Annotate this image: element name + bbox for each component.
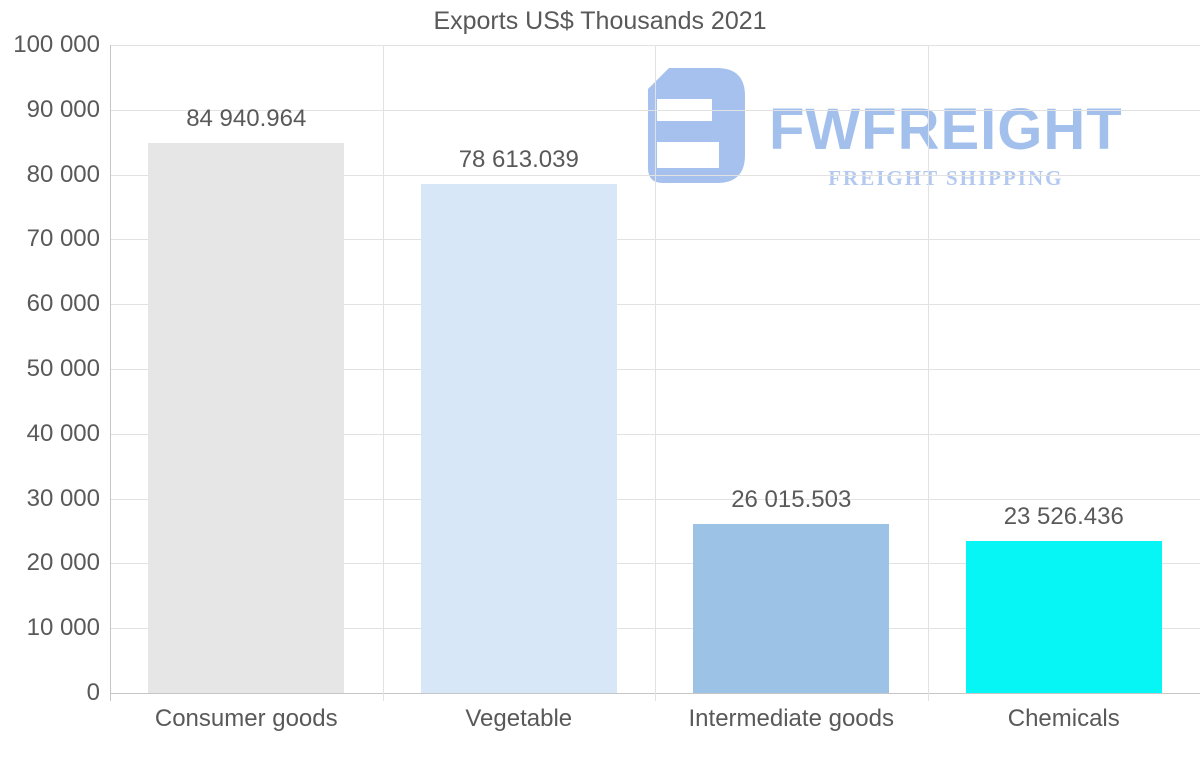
y-tick-label-80-000: 80 000 [26, 160, 100, 188]
value-label-vegetable: 78 613.039 [458, 145, 579, 173]
y-tick-label-60-000: 60 000 [26, 290, 100, 318]
y-tick-label-30-000: 30 000 [26, 484, 100, 512]
x-tick-label-intermediate-goods: Intermediate goods [688, 705, 894, 732]
value-label-intermediate-goods: 26 015.503 [731, 486, 852, 514]
gridline-x-boundary-2 [655, 45, 656, 701]
y-tick-label-10-000: 10 000 [26, 614, 100, 642]
chart-title: Exports US$ Thousands 2021 [433, 7, 767, 35]
gridline-x-boundary-1 [382, 45, 384, 701]
x-tick-label-vegetable: Vegetable [465, 705, 573, 732]
y-tick-label-50-000: 50 000 [26, 355, 100, 382]
x-axis: Consumer goods Vegetable Intermediate good… [110, 705, 1200, 745]
value-label-chemicals: 23 526.436 [1003, 502, 1124, 530]
bar-vegetable [420, 183, 617, 693]
y-tick-label-90-000: 90 000 [26, 95, 100, 123]
y-axis-line [110, 45, 111, 701]
y-tick-label-0: 0 [86, 679, 100, 706]
y-tick-label-40-000: 40 000 [26, 419, 100, 447]
bar-chemicals [965, 540, 1162, 693]
plot-area: 84 940.964 78 613.039 26 015.503 23 526.436 [110, 45, 1200, 701]
bar-intermediate-goods [693, 524, 890, 693]
y-axis: 0 10 000 20 000 30 000 40 000 50 000 60 000 70 … [0, 0, 100, 763]
value-label-consumer-goods: 84 940.964 [186, 104, 307, 132]
gridline-x-boundary-3 [927, 45, 929, 701]
y-tick-label-70-000: 70 000 [26, 225, 100, 253]
bar-consumer-goods [148, 142, 345, 693]
x-tick-label-chemicals: Chemicals [1007, 705, 1120, 732]
x-tick-label-consumer-goods: Consumer goods [154, 705, 338, 732]
y-tick-label-20-000: 20 000 [26, 549, 100, 577]
y-tick-label-100-000: 100 000 [13, 31, 100, 58]
